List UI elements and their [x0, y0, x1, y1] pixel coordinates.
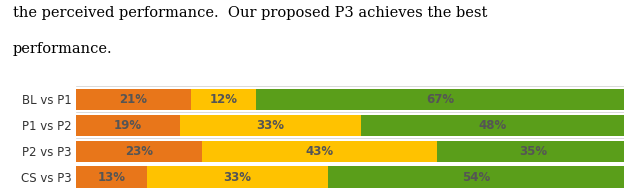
Text: performance.: performance.	[13, 42, 112, 56]
Bar	[180, 115, 360, 136]
Bar	[202, 141, 437, 162]
Text: 13%: 13%	[97, 171, 125, 184]
Text: the perceived performance.  Our proposed P3 achieves the best: the perceived performance. Our proposed …	[13, 6, 487, 20]
Bar	[256, 89, 624, 110]
Text: 54%: 54%	[462, 171, 490, 184]
Text: 48%: 48%	[478, 119, 507, 132]
Bar	[76, 89, 191, 110]
Bar	[147, 166, 328, 188]
Text: 33%: 33%	[223, 171, 251, 184]
Bar	[76, 141, 202, 162]
Bar	[360, 115, 624, 136]
Text: 12%: 12%	[210, 93, 238, 106]
Text: 43%: 43%	[306, 145, 333, 158]
Text: 19%: 19%	[113, 119, 142, 132]
Bar	[437, 141, 629, 162]
Text: 23%: 23%	[125, 145, 152, 158]
Text: 67%: 67%	[426, 93, 454, 106]
Bar	[76, 115, 180, 136]
Bar	[76, 166, 147, 188]
Bar	[328, 166, 624, 188]
Text: 35%: 35%	[519, 145, 547, 158]
Text: 21%: 21%	[119, 93, 147, 106]
Text: 33%: 33%	[256, 119, 284, 132]
Bar	[191, 89, 256, 110]
